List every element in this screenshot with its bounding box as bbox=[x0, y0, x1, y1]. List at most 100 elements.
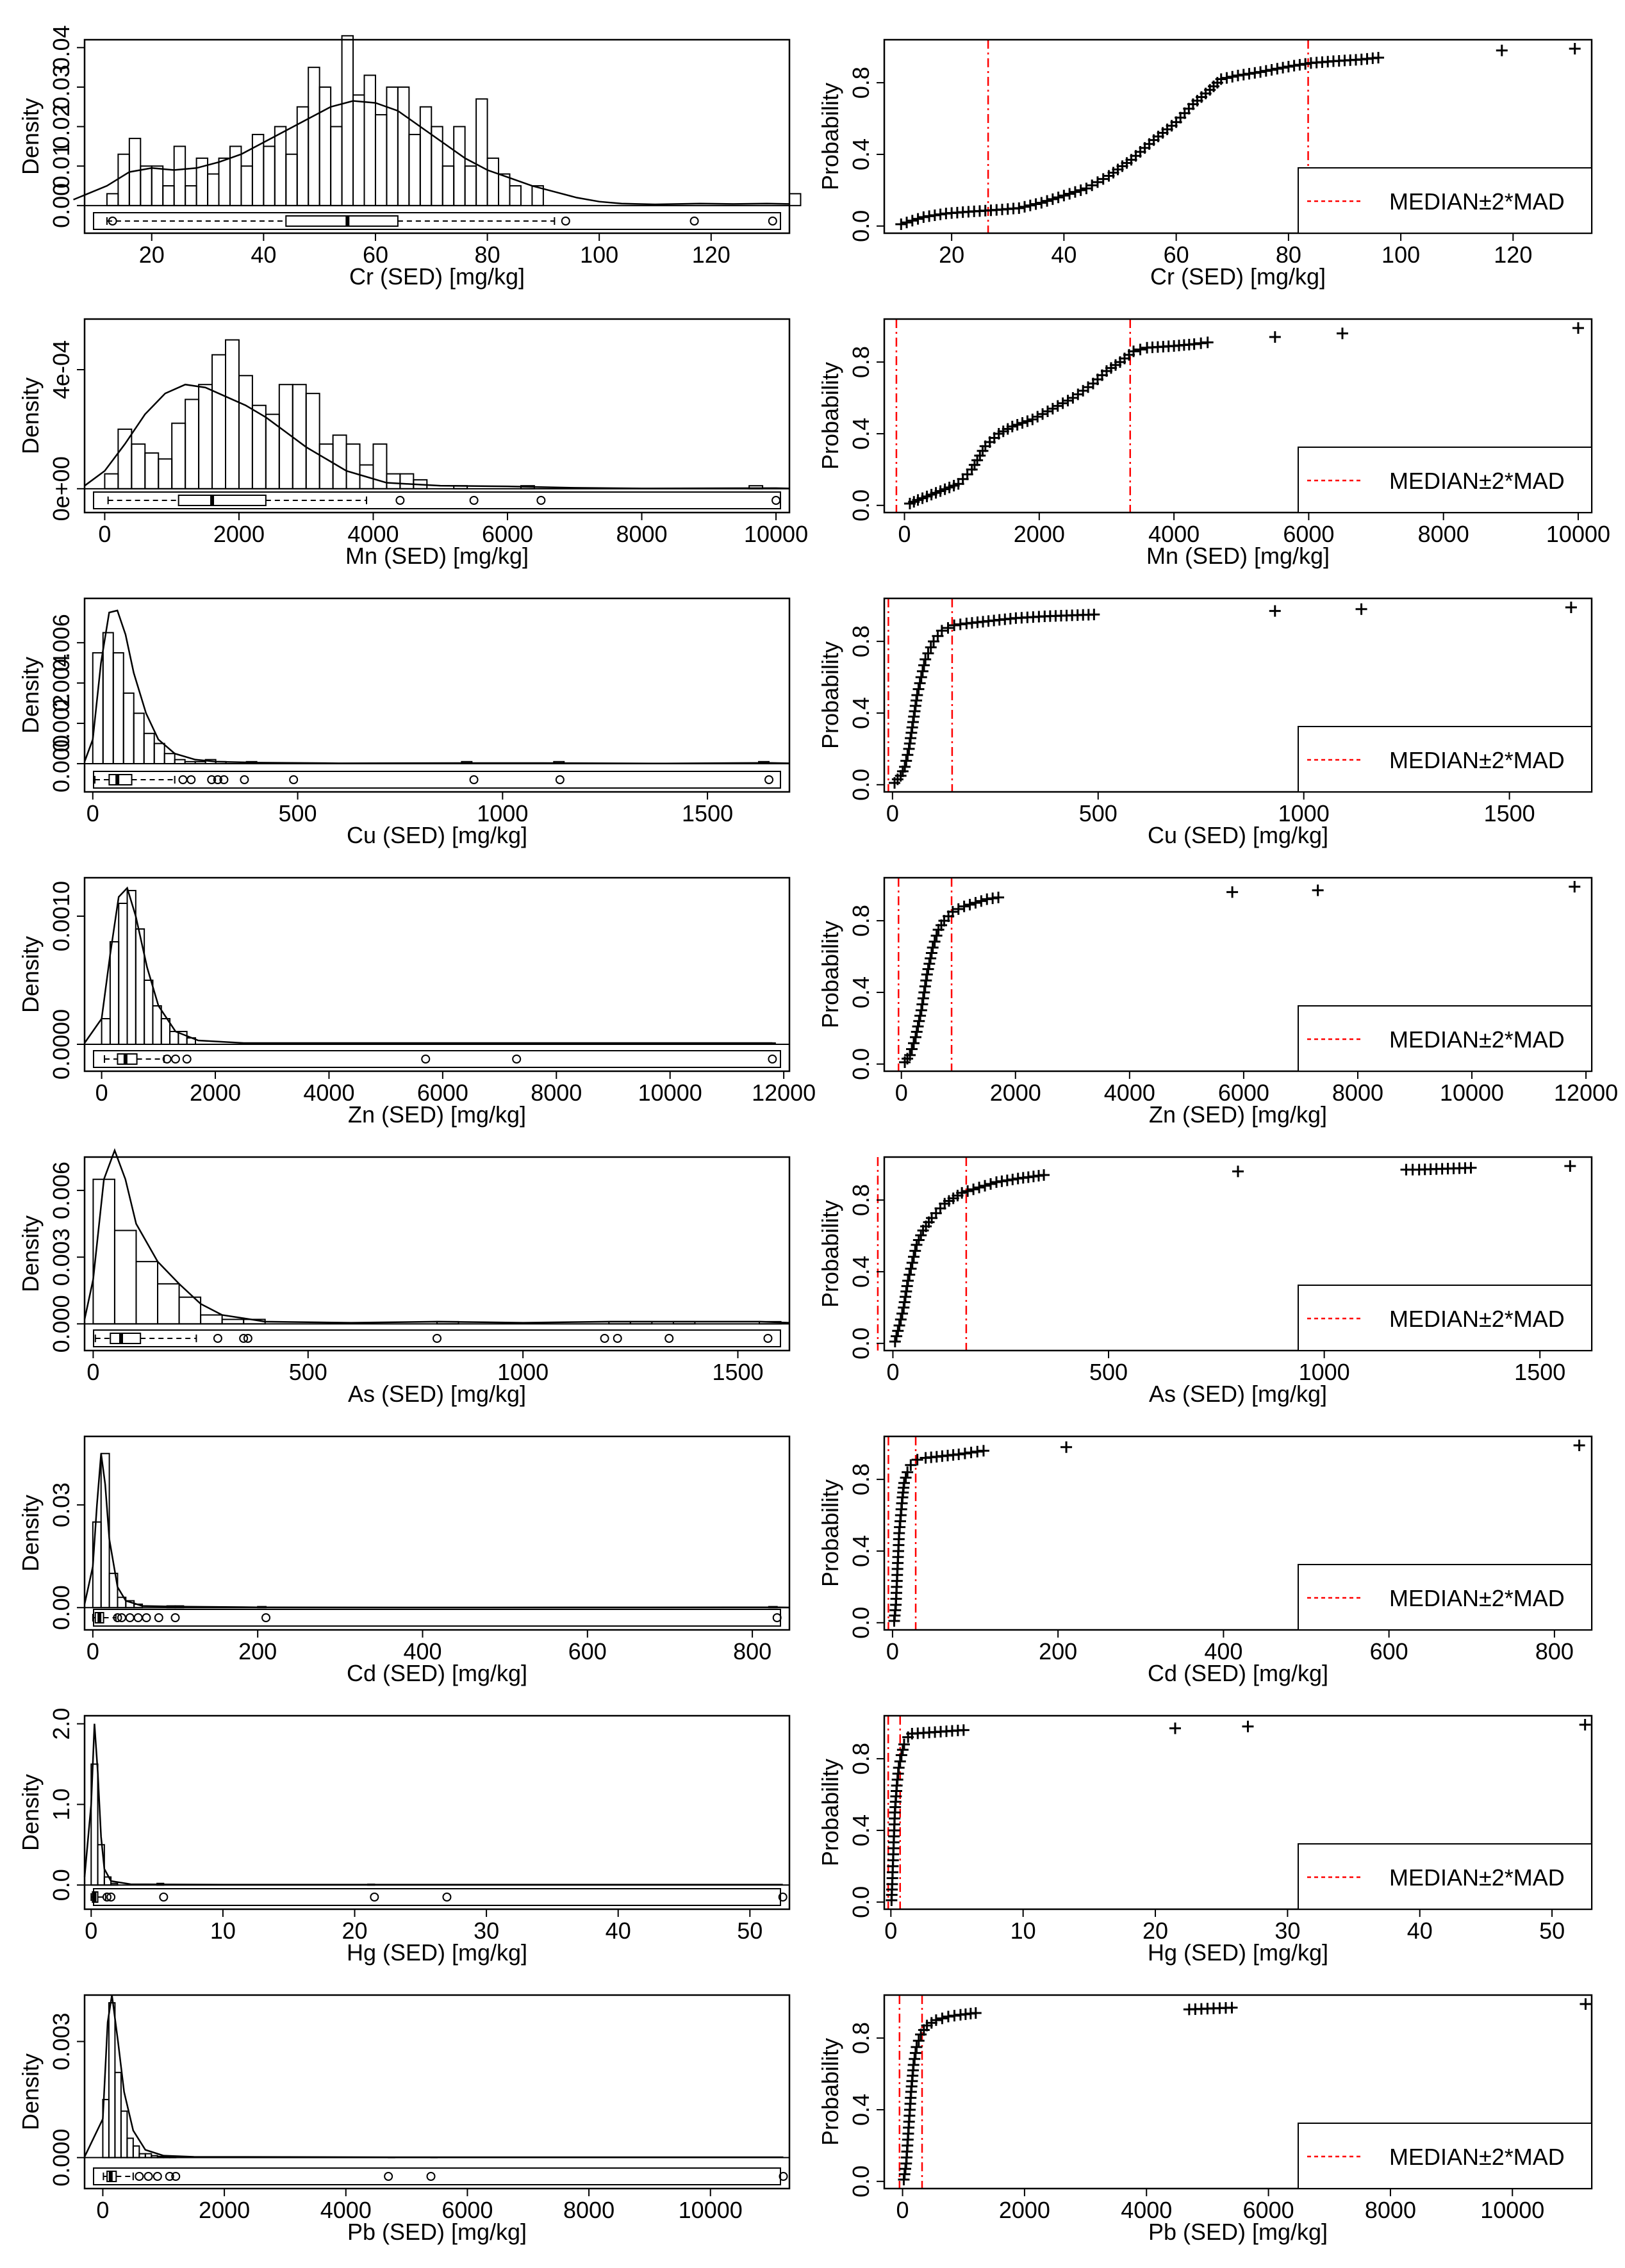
x-tick-label: 1500 bbox=[1484, 800, 1535, 826]
ecdf-frame bbox=[883, 318, 1593, 514]
boxplot-outlier bbox=[779, 2172, 788, 2181]
ecdf-point bbox=[902, 1274, 914, 1286]
boxplot-outlier bbox=[142, 1613, 151, 1622]
density-curve bbox=[84, 383, 790, 489]
ecdf-point bbox=[1277, 62, 1289, 74]
x-tick-label: 12000 bbox=[1554, 1080, 1618, 1106]
x-tick-label: 30 bbox=[474, 1918, 499, 1944]
legend: MEDIAN±2*MAD bbox=[1298, 1564, 1592, 1631]
x-tick-label: 0 bbox=[87, 1638, 99, 1664]
ecdf-point bbox=[916, 665, 928, 677]
x-tick-label: 10000 bbox=[679, 2197, 743, 2223]
ecdf-point bbox=[1006, 420, 1018, 432]
panel-row-zn: 0 2000 4000 6000 8000 10000 12000 0.0000 0.0010D… bbox=[17, 876, 1618, 1128]
histogram-bar bbox=[386, 473, 401, 489]
histogram-bar bbox=[318, 443, 334, 489]
y-tick-label: 0.8 bbox=[848, 1743, 874, 1775]
boxplot-outlier bbox=[512, 1055, 522, 1064]
histogram-frame bbox=[83, 1156, 791, 1352]
ecdf-point bbox=[911, 1454, 923, 1466]
ecdf-point bbox=[1201, 336, 1214, 349]
x-tick-label: 0 bbox=[886, 1638, 899, 1664]
legend-label: MEDIAN±2*MAD bbox=[1389, 747, 1565, 773]
histogram-bar bbox=[151, 165, 164, 206]
histogram-bar bbox=[240, 165, 253, 206]
ecdf-point bbox=[905, 1459, 917, 1471]
ecdf-point bbox=[909, 1245, 921, 1257]
y-tick-label: 0.0 bbox=[848, 1048, 874, 1080]
histogram-bar bbox=[144, 452, 160, 489]
boxplot-outlier bbox=[171, 2172, 181, 2181]
histogram-panel: 0 10 20 30 40 50 0.0 1.0 2.0 Density Hg (SED) [mg/… bbox=[17, 1708, 791, 1966]
ecdf-point bbox=[1169, 1722, 1181, 1734]
ecdf-point bbox=[1564, 1160, 1576, 1172]
ecdf-point bbox=[911, 1026, 923, 1038]
x-tick-label: 40 bbox=[1051, 242, 1076, 268]
x-tick-label: 4000 bbox=[1104, 1080, 1155, 1106]
histogram-bar bbox=[341, 35, 354, 206]
histogram-bar bbox=[475, 98, 488, 206]
histogram-bar bbox=[171, 422, 186, 489]
boxplot-frame bbox=[93, 2167, 781, 2185]
y-tick-label: 0.0 bbox=[848, 769, 874, 801]
x-tick-label: 10000 bbox=[744, 521, 808, 547]
boxplot-outlier bbox=[144, 2172, 153, 2181]
legend-box bbox=[1298, 167, 1592, 234]
ecdf-point bbox=[1019, 201, 1031, 213]
x-tick-label: 10000 bbox=[1546, 521, 1610, 547]
boxplot-outlier bbox=[778, 1893, 788, 1902]
y-axis-label: Density bbox=[17, 1495, 44, 1572]
boxplot-outlier bbox=[133, 1613, 143, 1622]
histogram-bar bbox=[318, 86, 332, 206]
ecdf-point bbox=[1569, 880, 1581, 892]
histogram-bar bbox=[157, 1283, 180, 1325]
ecdf-frame bbox=[883, 38, 1593, 234]
y-tick-label: 0.0 bbox=[48, 1869, 74, 1901]
boxplot-outlier bbox=[213, 1334, 222, 1343]
ecdf-point bbox=[921, 969, 933, 980]
x-tick-label: 6000 bbox=[482, 521, 533, 547]
ecdf-point bbox=[1373, 51, 1385, 63]
ecdf-point bbox=[895, 218, 907, 231]
histogram-bar bbox=[498, 173, 511, 206]
boxplot bbox=[93, 2167, 788, 2185]
y-tick-label: 0.4 bbox=[848, 1535, 874, 1567]
histogram-bar bbox=[153, 743, 165, 764]
ecdf-point bbox=[1226, 2001, 1238, 2014]
ecdf-point bbox=[918, 659, 930, 671]
x-tick-label: 80 bbox=[1276, 242, 1301, 268]
y-tick-label: 0.0000 bbox=[48, 1009, 74, 1080]
x-tick-label: 30 bbox=[1274, 1918, 1300, 1944]
histogram-frame bbox=[83, 876, 791, 1072]
legend-label: MEDIAN±2*MAD bbox=[1389, 1864, 1565, 1891]
ecdf-point bbox=[896, 1308, 909, 1320]
x-axis-label: Mn (SED) [mg/kg] bbox=[1146, 543, 1330, 569]
x-tick-label: 200 bbox=[1039, 1638, 1077, 1664]
x-tick-label: 8000 bbox=[616, 521, 667, 547]
x-tick-label: 8000 bbox=[563, 2197, 615, 2223]
x-axis-label: Pb (SED) [mg/kg] bbox=[1148, 2219, 1328, 2245]
x-tick-label: 0 bbox=[886, 800, 899, 826]
legend-label: MEDIAN±2*MAD bbox=[1389, 188, 1565, 215]
histogram-bar bbox=[113, 1229, 137, 1325]
ecdf-point bbox=[920, 653, 932, 666]
ecdf-point bbox=[909, 2047, 921, 2059]
y-tick-label: 0.0010 bbox=[48, 881, 74, 951]
ecdf-point bbox=[906, 215, 918, 227]
boxplot-outlier bbox=[162, 1055, 172, 1064]
x-tick-label: 20 bbox=[939, 242, 964, 268]
y-tick-label: 0.03 bbox=[48, 65, 74, 110]
ecdf-point bbox=[925, 641, 937, 653]
legend-label: MEDIAN±2*MAD bbox=[1389, 1026, 1565, 1053]
histogram-bar bbox=[160, 1018, 171, 1045]
y-tick-label: 0.0 bbox=[848, 210, 874, 242]
histogram-bar bbox=[185, 185, 197, 206]
boxplot bbox=[93, 491, 781, 509]
histogram-bar bbox=[126, 2137, 134, 2158]
x-tick-label: 800 bbox=[733, 1638, 771, 1664]
x-axis-label: Cd (SED) [mg/kg] bbox=[1148, 1660, 1328, 1686]
y-axis-label: Density bbox=[17, 1215, 44, 1292]
